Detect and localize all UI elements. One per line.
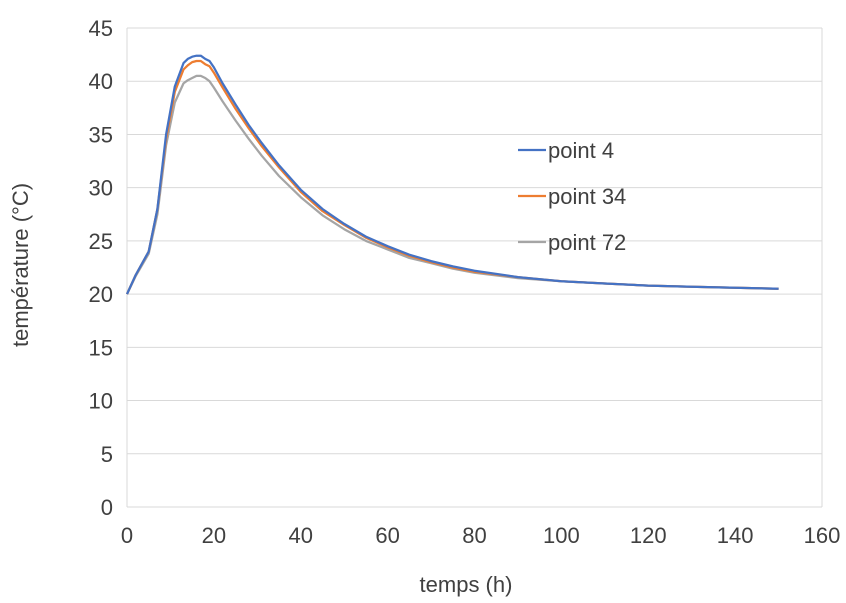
y-tick-label: 20 [89,282,113,307]
axes: 0 5 10 15 20 25 30 35 40 45 0 20 40 60 80 100 120 140 160 [89,16,841,548]
series-lines [125,54,779,295]
y-tick-label: 0 [101,495,113,520]
x-tick-label: 140 [717,523,754,548]
legend-label-point-4: point 4 [548,138,614,163]
legend-label-point-34: point 34 [548,184,626,209]
x-tick-label: 160 [804,523,841,548]
x-tick-label: 20 [202,523,226,548]
series-line-point-72 [125,74,779,295]
series-line-point-34 [125,59,779,295]
y-tick-label: 10 [89,389,113,414]
legend: point 4 point 34 point 72 [518,138,626,255]
y-tick-label: 45 [89,16,113,41]
x-tick-label: 120 [630,523,667,548]
x-tick-label: 80 [462,523,486,548]
x-axis-title: temps (h) [420,572,513,597]
x-tick-label: 40 [289,523,313,548]
y-tick-label: 30 [89,176,113,201]
y-tick-label: 25 [89,229,113,254]
series-line-point-4 [125,54,779,295]
legend-label-point-72: point 72 [548,230,626,255]
x-tick-label: 100 [543,523,580,548]
y-tick-label: 15 [89,335,113,360]
y-axis-title: température (°C) [8,183,33,347]
gridlines [126,27,823,508]
y-tick-label: 35 [89,122,113,147]
x-tick-label: 0 [121,523,133,548]
x-tick-label: 60 [375,523,399,548]
y-tick-label: 5 [101,442,113,467]
y-tick-label: 40 [89,69,113,94]
